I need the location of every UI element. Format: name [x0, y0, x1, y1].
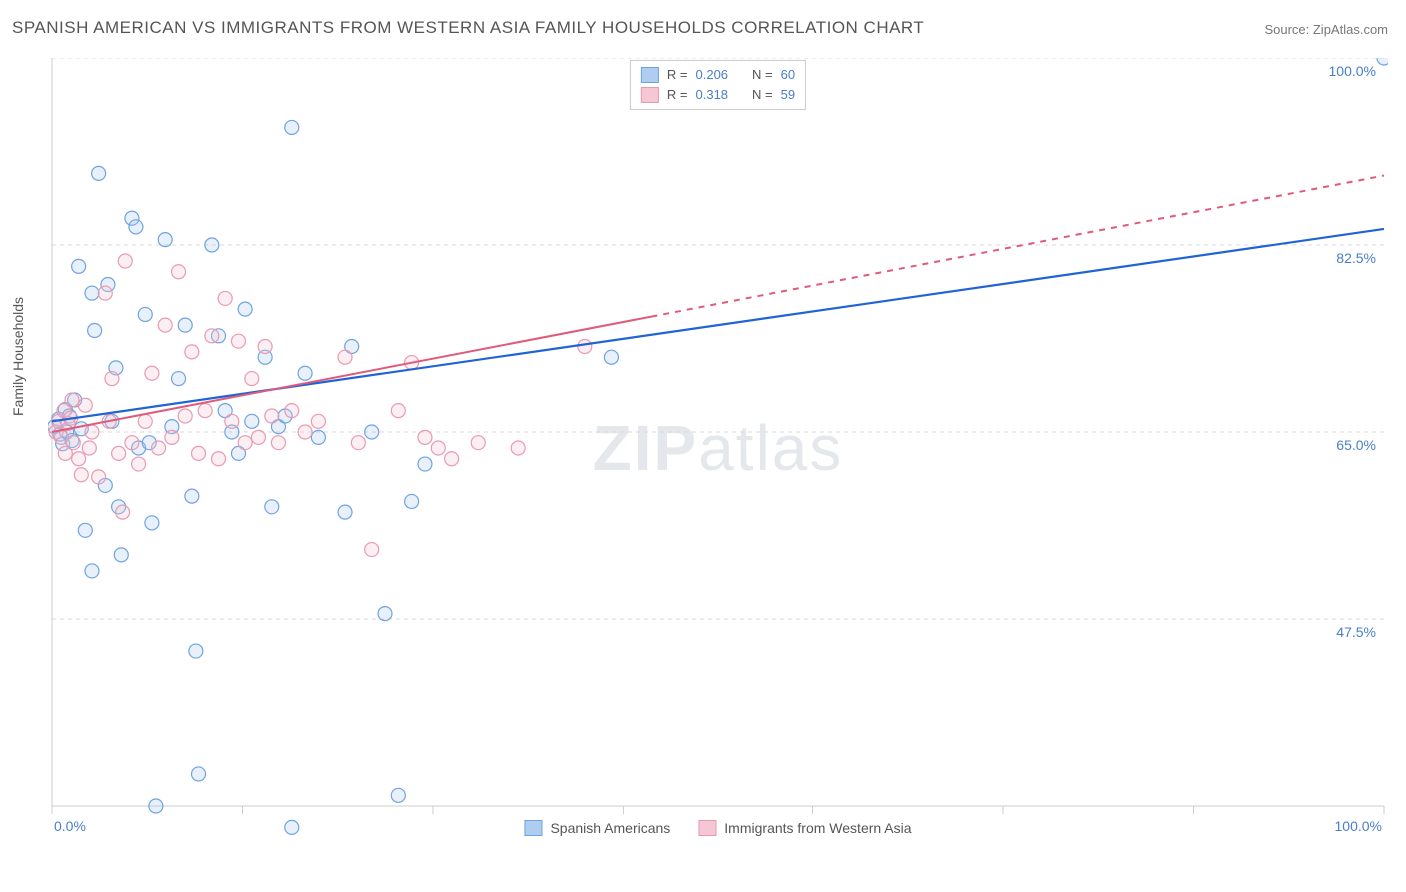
- legend-label: Spanish Americans: [550, 820, 670, 836]
- stats-row-series-a: R = 0.206 N = 60: [641, 65, 795, 85]
- n-value: 60: [781, 65, 795, 85]
- n-label: N =: [752, 85, 773, 105]
- swatch-series-a: [524, 820, 542, 836]
- svg-text:82.5%: 82.5%: [1336, 250, 1376, 266]
- stats-legend: R = 0.206 N = 60 R = 0.318 N = 59: [630, 60, 806, 110]
- chart-svg: 47.5% 65.0% 82.5% 100.0%: [48, 58, 1388, 838]
- swatch-series-a: [641, 67, 659, 83]
- r-label: R =: [667, 85, 688, 105]
- series-legend: Spanish Americans Immigrants from Wester…: [524, 820, 911, 836]
- legend-item-series-a: Spanish Americans: [524, 820, 670, 836]
- n-label: N =: [752, 65, 773, 85]
- svg-text:47.5%: 47.5%: [1336, 624, 1376, 640]
- n-value: 59: [781, 85, 795, 105]
- legend-label: Immigrants from Western Asia: [724, 820, 911, 836]
- svg-text:65.0%: 65.0%: [1336, 437, 1376, 453]
- y-axis-label: Family Households: [10, 297, 26, 416]
- r-value: 0.206: [695, 65, 728, 85]
- swatch-series-b: [698, 820, 716, 836]
- source-label: Source: ZipAtlas.com: [1264, 22, 1388, 37]
- r-label: R =: [667, 65, 688, 85]
- legend-item-series-b: Immigrants from Western Asia: [698, 820, 911, 836]
- plot-area: R = 0.206 N = 60 R = 0.318 N = 59 ZIPatl…: [48, 58, 1388, 838]
- chart-container: SPANISH AMERICAN VS IMMIGRANTS FROM WEST…: [0, 0, 1406, 892]
- swatch-series-b: [641, 87, 659, 103]
- chart-title: SPANISH AMERICAN VS IMMIGRANTS FROM WEST…: [12, 18, 924, 38]
- stats-row-series-b: R = 0.318 N = 59: [641, 85, 795, 105]
- svg-text:100.0%: 100.0%: [1329, 63, 1376, 79]
- r-value: 0.318: [695, 85, 728, 105]
